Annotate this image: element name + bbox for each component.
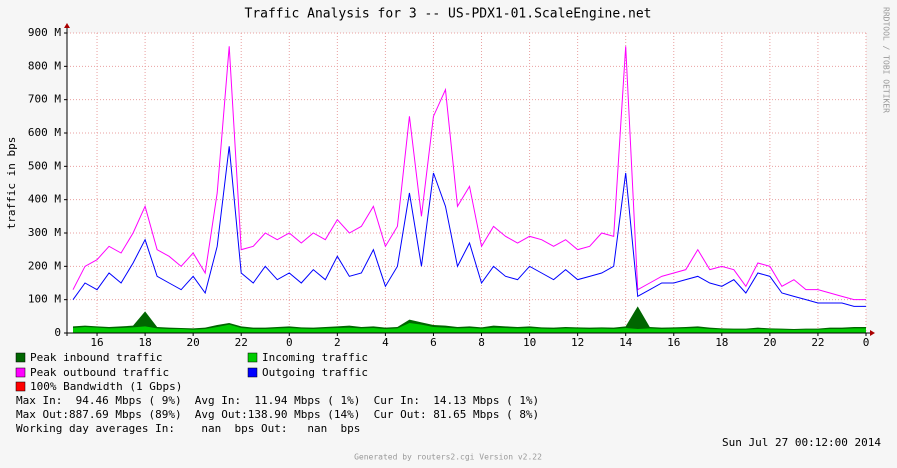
x-tick-label: 8 — [478, 336, 485, 349]
legend-label: Incoming traffic — [262, 351, 368, 364]
line — [72, 46, 866, 301]
legend: Peak inbound traffic Incoming traffic Peak… — [15, 351, 368, 393]
y-tick-label: 500 M — [28, 159, 61, 172]
y-tick-label: 800 M — [28, 59, 61, 72]
y-arrow — [64, 23, 70, 28]
y-tick-label: 900 M — [28, 26, 61, 39]
legend-swatch — [15, 352, 26, 363]
x-tick-label: 0 — [286, 336, 293, 349]
y-tick-label: 100 M — [28, 293, 61, 306]
x-tick-label: 22 — [811, 336, 824, 349]
timestamp: Sun Jul 27 00:12:00 2014 — [722, 436, 881, 449]
side-label: RRDTOOL / TOBI OETIKER — [882, 7, 891, 113]
x-tick-label: 4 — [382, 336, 389, 349]
grid — [67, 32, 867, 334]
axes: 0 100 M 200 M 300 M 400 M 500 M 600 M 700 M 800 … — [28, 23, 875, 349]
x-tick-label: 14 — [619, 336, 633, 349]
y-tick-label: 0 — [54, 326, 61, 339]
x-tick-label: 10 — [523, 336, 536, 349]
x-tick-label: 22 — [235, 336, 248, 349]
legend-swatch — [247, 352, 258, 363]
legend-swatch — [247, 367, 258, 378]
chart-title: Traffic Analysis for 3 -- US-PDX1-01.Sca… — [245, 7, 652, 22]
legend-label: Peak inbound traffic — [30, 351, 162, 364]
line — [72, 146, 866, 307]
legend-label: Outgoing traffic — [262, 366, 368, 379]
x-tick-label: 6 — [430, 336, 437, 349]
legend-swatch — [15, 367, 26, 378]
x-tick-label: 12 — [571, 336, 584, 349]
x-tick-label: 2 — [334, 336, 341, 349]
y-tick-label: 600 M — [28, 126, 61, 139]
footer: Generated by routers2.cgi Version v2.22 — [354, 453, 542, 462]
marks — [72, 46, 866, 333]
stats-line: Working day averages In: nan bps Out: na… — [16, 422, 360, 435]
x-tick-label: 18 — [715, 336, 728, 349]
x-arrow — [870, 330, 875, 336]
x-tick-label: 0 — [863, 336, 870, 349]
y-tick-label: 200 M — [28, 259, 61, 272]
y-tick-label: 400 M — [28, 193, 61, 206]
x-tick-label: 16 — [90, 336, 103, 349]
y-tick-label: 700 M — [28, 93, 61, 106]
x-tick-label: 20 — [763, 336, 776, 349]
stats-line: Max Out:887.69 Mbps (89%) Avg Out:138.90… — [16, 408, 539, 421]
plot-area — [67, 33, 866, 333]
y-tick-label: 300 M — [28, 226, 61, 239]
legend-label: 100% Bandwidth (1 Gbps) — [30, 380, 182, 393]
stats-line: Max In: 94.46 Mbps ( 9%) Avg In: 11.94 M… — [16, 394, 539, 407]
area — [73, 323, 866, 333]
legend-label: Peak outbound traffic — [30, 366, 169, 379]
legend-swatch — [15, 381, 26, 392]
x-tick-label: 20 — [187, 336, 200, 349]
y-axis-label: traffic in bps — [5, 137, 18, 230]
x-tick-label: 18 — [138, 336, 151, 349]
x-tick-label: 16 — [667, 336, 680, 349]
